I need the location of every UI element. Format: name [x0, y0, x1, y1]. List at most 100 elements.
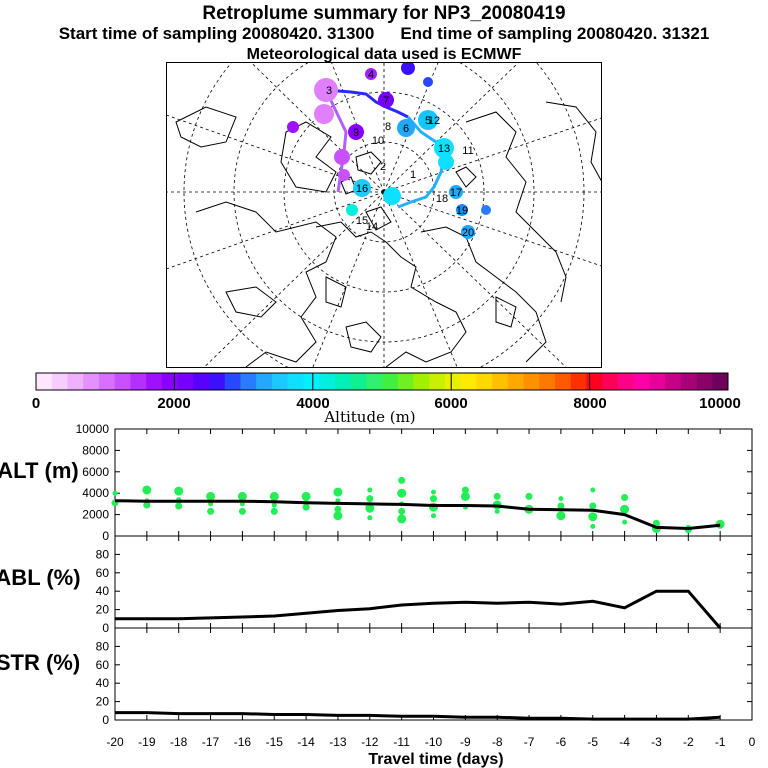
track-label: 20	[462, 227, 474, 239]
track-label: 3	[326, 85, 332, 97]
cluster-point	[270, 507, 278, 515]
cluster-point	[271, 502, 277, 508]
track-label: 16	[356, 183, 368, 195]
cluster-point	[620, 504, 630, 514]
ytick-label: 60	[96, 566, 110, 580]
cluster-point	[622, 519, 628, 525]
track-label: 18	[436, 193, 448, 205]
cluster-point	[333, 487, 343, 497]
cluster-point	[334, 505, 342, 513]
end-time-label: End time of sampling 20080420. 31321	[400, 24, 710, 43]
xtick-label: -13	[329, 735, 347, 749]
ytick-label: 0	[102, 713, 109, 727]
cluster-circle	[314, 104, 334, 124]
cluster-circle	[383, 187, 401, 205]
colorbar-tick-label: 0	[32, 395, 40, 412]
cluster-circle	[365, 68, 377, 80]
xtick-label: -4	[619, 735, 630, 749]
cluster-point	[590, 487, 596, 493]
colorbar-cell	[319, 373, 336, 390]
cluster-point	[621, 494, 629, 501]
cluster-circle	[456, 204, 468, 216]
colorbar-cell	[83, 373, 100, 390]
cluster-circle	[314, 78, 338, 102]
colorbar-cell	[680, 373, 697, 390]
track-label: 9	[353, 127, 359, 139]
str-line	[115, 711, 721, 721]
cluster-circle	[287, 121, 299, 133]
cluster-point	[556, 511, 566, 521]
colorbar-cell	[67, 373, 84, 390]
track-label: 1	[410, 169, 416, 181]
xtick-label: -15	[266, 735, 284, 749]
cluster-point	[366, 495, 374, 503]
colorbar-cell	[696, 373, 713, 390]
track-label: 5	[425, 115, 431, 127]
cluster-point	[367, 487, 373, 493]
cluster-point	[398, 476, 406, 484]
chart-title: Retroplume summary for NP3_20080419	[202, 3, 566, 24]
cluster-point	[269, 491, 279, 501]
cluster-point	[494, 508, 500, 514]
abl-ytick-labels: 0 20 40 60 80	[96, 547, 110, 635]
ytick-label: 80	[96, 547, 110, 561]
cluster-point	[333, 511, 343, 521]
ytick-label: 80	[96, 639, 110, 653]
track-label: 15	[356, 215, 368, 227]
colorbar-cell	[570, 373, 587, 390]
cluster-point	[142, 485, 152, 495]
coastlines	[175, 101, 602, 368]
colorbar-cell	[444, 373, 461, 390]
cluster-circle	[438, 154, 454, 170]
colorbar-cell	[287, 373, 304, 390]
xtick-label: -12	[361, 735, 379, 749]
cluster-point	[493, 492, 501, 500]
colorbar-cell	[177, 373, 194, 390]
xtick-label: -18	[170, 735, 188, 749]
abl-ylabel: ABL (%)	[0, 565, 81, 590]
meridians	[166, 62, 602, 368]
xtick-label: -10	[425, 735, 443, 749]
ytick-label: 10000	[76, 422, 110, 436]
colorbar-cell	[98, 373, 115, 390]
ytick-label: 20	[96, 603, 110, 617]
cluster-point	[174, 486, 184, 496]
cluster-circles	[287, 62, 491, 239]
cluster-point	[238, 507, 246, 515]
retroplume-map: 1 2 3 4 5 6 7 8 9 10 11 12 13 14 15 16 1…	[166, 62, 602, 368]
colorbar-cell	[712, 373, 729, 390]
track-label: 14	[366, 221, 378, 233]
altitude-colorbar: 0 2000 4000 6000 8000 10000 Altitude (m)	[32, 372, 741, 426]
track-label: 6	[403, 123, 409, 135]
colorbar-cell	[350, 373, 367, 390]
track-label: 2	[380, 161, 386, 173]
cluster-circle	[348, 124, 364, 140]
colorbar-cell	[602, 373, 619, 390]
colorbar-cell	[161, 373, 178, 390]
met-data-label: Meteorological data used is ECMWF	[246, 46, 522, 63]
cluster-point	[558, 496, 564, 502]
cluster-point	[461, 486, 469, 494]
ytick-label: 0	[102, 621, 109, 635]
colorbar-cell	[507, 373, 524, 390]
cluster-circle	[334, 149, 350, 165]
xtick-label: -1	[715, 735, 726, 749]
cluster-point	[557, 502, 565, 510]
track-label: 8	[385, 121, 391, 133]
cluster-circle	[481, 205, 491, 215]
start-time-label: Start time of sampling 20080420. 31300	[58, 24, 375, 43]
xtick-label: -3	[651, 735, 662, 749]
cluster-point	[302, 503, 310, 511]
cluster-point	[237, 491, 247, 501]
cluster-point	[431, 489, 436, 495]
colorbar-cell	[193, 373, 210, 390]
colorbar-ticks	[173, 373, 591, 390]
alt-ytick-labels: 0 2000 4000 6000 8000 10000	[76, 422, 110, 543]
cluster-point	[397, 514, 407, 524]
ytick-label: 20	[96, 695, 110, 709]
cluster-point	[397, 488, 407, 498]
alt-mean-line	[114, 499, 721, 531]
ytick-label: 40	[96, 584, 110, 598]
colorbar-tick-label: 6000	[434, 395, 467, 412]
